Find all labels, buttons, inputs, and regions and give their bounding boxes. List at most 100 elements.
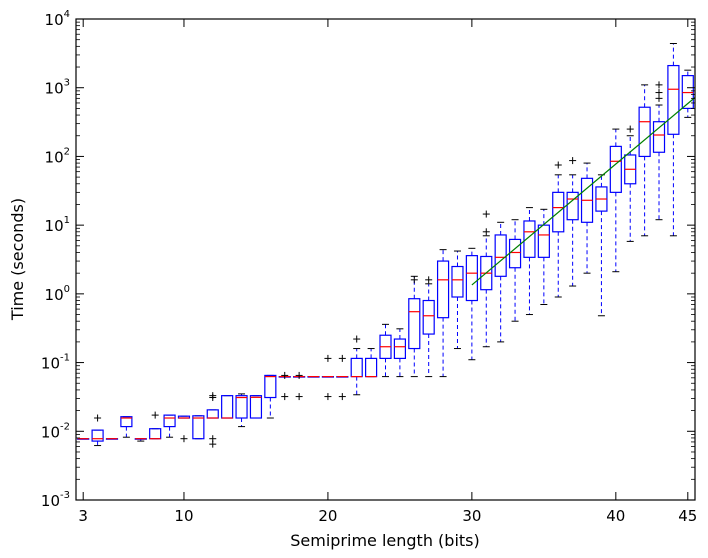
y-tick-label: 10-3 xyxy=(41,490,70,510)
box-8 xyxy=(149,411,162,440)
outlier-marker xyxy=(569,157,577,165)
x-tick-label: 3 xyxy=(78,507,88,525)
box-rect xyxy=(451,265,464,298)
outlier-marker xyxy=(324,393,332,401)
box-rect xyxy=(264,374,277,399)
box-6 xyxy=(120,416,133,438)
outlier-marker xyxy=(338,354,346,362)
box-rect xyxy=(120,416,133,428)
box-19 xyxy=(307,375,320,378)
box-rect xyxy=(537,224,550,258)
box-32 xyxy=(494,221,507,343)
outlier-marker xyxy=(94,414,102,422)
outlier-marker xyxy=(209,440,217,448)
outlier-marker xyxy=(180,435,188,443)
box-rect xyxy=(235,395,248,419)
x-tick-label: 20 xyxy=(318,507,337,525)
fit-line xyxy=(471,97,696,286)
y-tick-label: 103 xyxy=(45,78,70,98)
box-18 xyxy=(293,371,306,401)
box-rect xyxy=(350,357,363,378)
box-41 xyxy=(624,125,637,242)
y-tick-label: 102 xyxy=(45,146,70,166)
box-rect xyxy=(465,255,478,302)
outlier-marker xyxy=(626,125,634,133)
box-36 xyxy=(552,161,565,298)
outlier-marker xyxy=(209,392,217,400)
outlier-marker xyxy=(482,228,490,236)
outlier-marker xyxy=(554,161,562,169)
box-12 xyxy=(206,392,219,448)
outlier-marker xyxy=(295,371,303,379)
box-27 xyxy=(422,276,435,378)
y-tick-label: 101 xyxy=(45,215,70,235)
box-15 xyxy=(249,395,263,419)
x-tick-label: 45 xyxy=(678,507,697,525)
box-10 xyxy=(177,415,191,443)
fit-line-layer xyxy=(471,97,696,286)
box-14 xyxy=(235,393,248,428)
box-34 xyxy=(523,207,536,316)
outlier-marker xyxy=(338,393,346,401)
box-4 xyxy=(91,414,104,447)
box-rect xyxy=(365,357,378,378)
x-axis-label: Semiprime length (bits) xyxy=(290,531,480,550)
box-7 xyxy=(134,438,147,442)
box-31 xyxy=(480,210,493,348)
box-20 xyxy=(321,354,335,401)
box-39 xyxy=(595,174,608,317)
box-rect xyxy=(221,395,234,419)
y-tick-label: 100 xyxy=(45,284,70,304)
box-rect xyxy=(206,409,219,419)
box-rect xyxy=(422,299,435,335)
box-44 xyxy=(667,42,680,237)
box-rect xyxy=(652,121,666,153)
box-29 xyxy=(451,250,464,350)
outlier-marker xyxy=(482,210,490,218)
box-rect xyxy=(91,429,104,442)
box-25 xyxy=(393,328,406,378)
outlier-marker xyxy=(410,276,418,284)
box-rect xyxy=(566,191,579,221)
y-tick-label: 10-1 xyxy=(41,353,70,373)
box-3 xyxy=(77,438,90,440)
box-rect xyxy=(149,428,162,440)
box-17 xyxy=(278,371,291,401)
axes: 10-3 10-2 10-1 100 101 102 103 104 3 10 20 30 40 45 xyxy=(41,9,697,525)
outlier-marker xyxy=(295,393,303,401)
box-rect xyxy=(523,220,536,258)
outlier-marker xyxy=(281,371,289,379)
box-rect xyxy=(638,106,651,158)
outlier-marker xyxy=(655,89,663,97)
box-26 xyxy=(408,275,421,378)
box-38 xyxy=(580,162,594,274)
box-11 xyxy=(192,415,205,440)
box-rect xyxy=(249,395,263,419)
box-rect xyxy=(436,260,450,319)
outlier-marker xyxy=(324,354,332,362)
box-9 xyxy=(163,414,176,438)
box-rect xyxy=(609,145,622,193)
box-28 xyxy=(436,249,450,378)
outlier-marker xyxy=(353,335,361,343)
box-rect xyxy=(192,415,205,440)
box-5 xyxy=(105,438,119,440)
box-13 xyxy=(221,395,234,419)
plot-frame xyxy=(75,18,696,501)
x-tick-label: 10 xyxy=(174,507,193,525)
box-23 xyxy=(365,348,378,378)
whiskers xyxy=(97,43,689,446)
box-21 xyxy=(336,354,349,401)
box-45 xyxy=(681,69,694,118)
outlier-marker xyxy=(425,276,433,284)
outlier-marker xyxy=(655,81,663,89)
box-43 xyxy=(652,81,666,221)
box-24 xyxy=(379,323,392,378)
box-rect xyxy=(163,414,176,428)
box-30 xyxy=(465,247,478,361)
box-rect xyxy=(552,191,565,233)
box-rect xyxy=(494,234,507,277)
box-rect xyxy=(667,64,680,135)
box-rect xyxy=(408,298,421,350)
